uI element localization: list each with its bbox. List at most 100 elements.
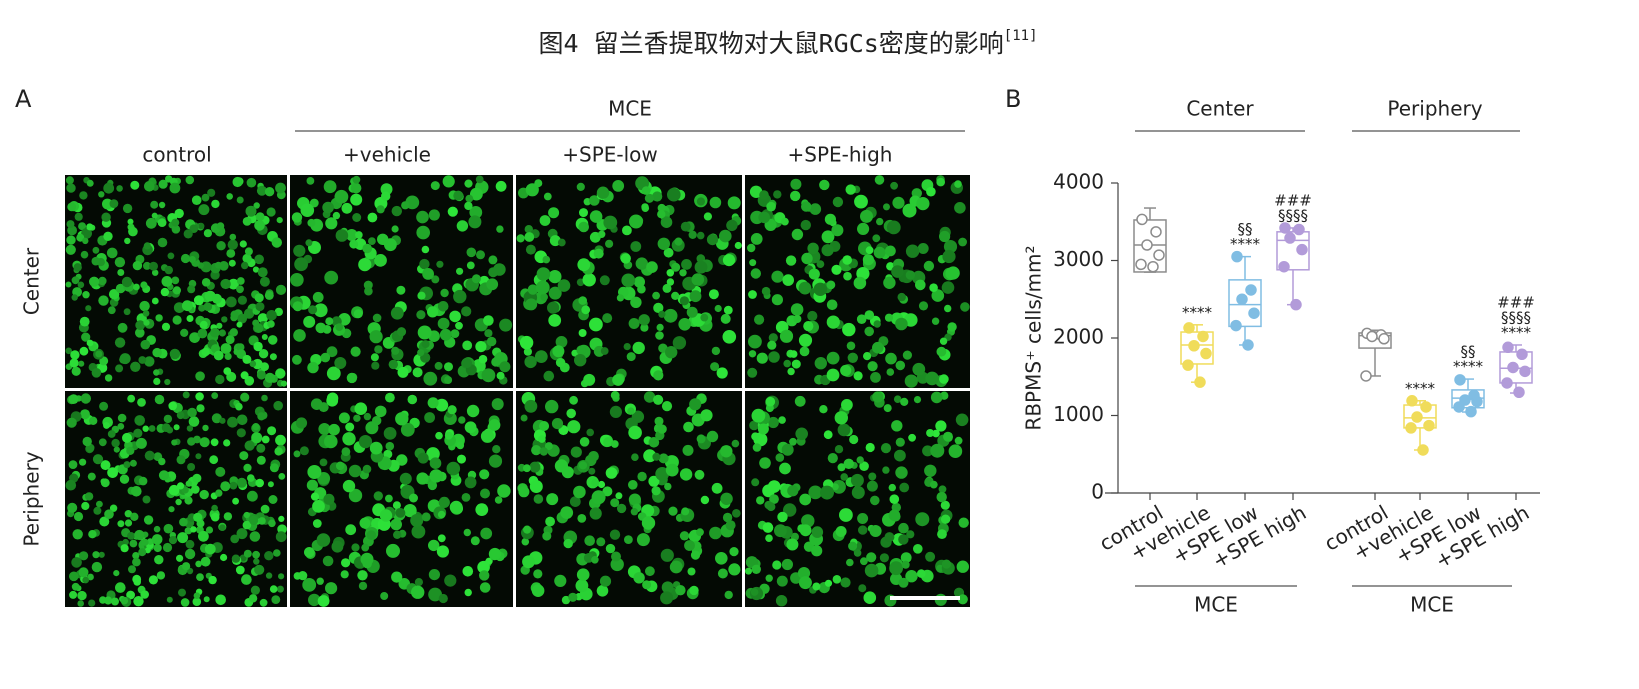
cell [591,479,600,488]
cell [944,304,952,313]
cell [932,429,940,438]
cell [115,283,126,294]
cell [609,405,623,418]
cell [437,301,449,312]
cell [177,532,189,544]
cell [628,493,642,506]
cell [335,323,344,331]
cell [129,459,137,467]
cell [596,585,609,597]
data-point [1516,348,1528,361]
cell [922,445,934,457]
cell [684,540,695,551]
cell [121,276,133,288]
cell [358,581,368,591]
cell [941,281,955,294]
cell [80,409,90,420]
cell [600,347,609,355]
cell [316,577,324,585]
y-tick-label: 0 [1091,480,1104,504]
cell [516,234,525,243]
cell [835,526,847,537]
cell [153,525,161,533]
cell [255,478,264,488]
cell [661,401,673,412]
cell [652,291,660,300]
data-point [1411,411,1423,423]
cell [324,434,338,449]
cell [374,345,383,354]
cell [542,531,552,541]
cell [548,314,562,327]
cell [195,453,202,460]
cell [751,478,760,487]
cell [236,196,244,204]
cell [352,213,362,222]
cell [762,522,774,533]
cell [377,233,389,245]
cell [317,595,330,607]
cell [717,568,728,579]
cell [203,229,212,238]
cell [447,405,457,415]
cell [898,577,909,588]
cell [543,192,552,201]
cell [759,457,771,469]
cell [883,404,892,413]
cell [98,191,105,198]
cell [341,202,353,214]
cell [518,486,530,498]
cell [67,202,77,212]
cell [545,399,559,414]
cell [210,512,220,522]
cell [456,220,469,232]
column-label: +SPE-low [562,143,658,167]
cell [706,234,719,246]
cell [171,218,180,227]
cell [661,581,674,594]
cell [326,392,339,404]
cell [256,185,267,196]
cell [81,501,90,511]
cell [575,579,589,593]
cell [224,352,232,360]
cell [78,567,89,578]
cell [666,269,675,277]
cell [226,249,236,258]
cell [91,561,103,573]
cell [163,414,173,424]
cell [751,564,761,574]
cell [523,525,532,534]
cell [417,452,429,464]
cell [66,417,77,428]
cell [883,276,896,289]
cell [310,492,320,501]
cell [636,533,650,547]
cell [227,416,238,428]
cell [660,548,674,562]
cell [338,412,350,424]
cell [752,443,762,452]
cell [174,208,184,219]
cell [581,305,591,315]
cell [765,574,773,582]
cell [265,572,273,579]
cell [936,177,945,187]
cell [202,424,209,432]
cell [523,347,533,356]
cell [254,254,264,265]
cell [161,423,171,432]
cell [144,356,155,367]
cell [453,190,464,201]
cell [842,255,852,265]
cell [161,322,171,331]
cell [778,416,786,424]
cell [495,180,507,192]
cell [929,480,938,489]
cell [131,486,142,497]
cell [535,280,550,295]
cell [178,588,186,597]
cell [598,230,606,238]
cell [316,533,331,547]
cell [127,218,134,225]
